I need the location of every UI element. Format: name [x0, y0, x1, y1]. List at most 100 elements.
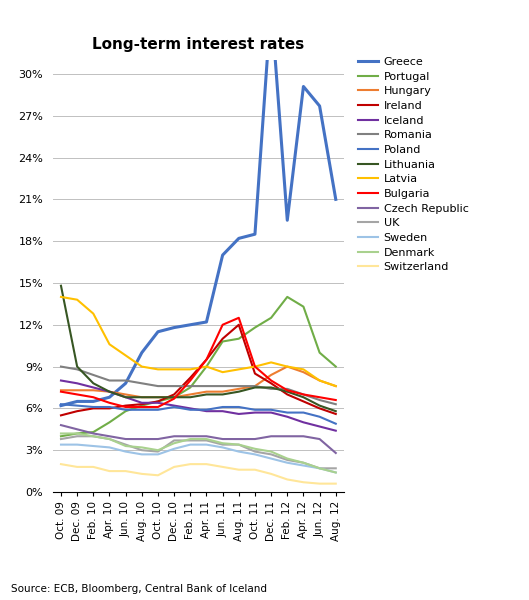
Latvia: [74, 296, 80, 303]
Poland: [123, 406, 129, 413]
Denmark: [300, 459, 307, 466]
Line: Sweden: Sweden: [61, 445, 336, 472]
Lithuania: [74, 363, 80, 370]
Romania: [252, 382, 258, 389]
Romania: [171, 382, 177, 389]
Denmark: [252, 445, 258, 452]
Czech Republic: [220, 436, 226, 443]
Switzerland: [106, 467, 113, 475]
Poland: [220, 403, 226, 410]
Lithuania: [171, 394, 177, 401]
Line: Greece: Greece: [61, 4, 336, 406]
UK: [187, 437, 194, 444]
Line: UK: UK: [61, 436, 336, 469]
Lithuania: [106, 388, 113, 395]
Greece: [235, 235, 242, 242]
Romania: [333, 401, 339, 408]
Lithuania: [187, 394, 194, 401]
Poland: [74, 402, 80, 409]
Iceland: [171, 402, 177, 409]
Bulgaria: [333, 397, 339, 404]
Ireland: [220, 335, 226, 343]
Iceland: [316, 423, 323, 430]
Switzerland: [333, 480, 339, 487]
Sweden: [316, 465, 323, 472]
Greece: [171, 324, 177, 331]
Sweden: [268, 455, 275, 462]
Ireland: [187, 374, 194, 382]
Romania: [106, 377, 113, 384]
Bulgaria: [74, 391, 80, 398]
Ireland: [123, 402, 129, 409]
Line: Lithuania: Lithuania: [61, 286, 336, 411]
Switzerland: [300, 479, 307, 486]
Sweden: [171, 445, 177, 452]
Czech Republic: [268, 433, 275, 440]
Romania: [235, 382, 242, 389]
UK: [106, 436, 113, 443]
Iceland: [268, 409, 275, 416]
Iceland: [123, 394, 129, 401]
Bulgaria: [220, 321, 226, 328]
Romania: [268, 385, 275, 392]
Line: Ireland: Ireland: [61, 325, 336, 415]
Portugal: [316, 349, 323, 356]
UK: [58, 436, 64, 443]
Bulgaria: [155, 403, 161, 410]
Bulgaria: [106, 399, 113, 406]
Switzerland: [220, 463, 226, 470]
Greece: [333, 196, 339, 203]
Hungary: [203, 388, 209, 395]
Ireland: [252, 370, 258, 377]
Ireland: [300, 398, 307, 405]
Czech Republic: [316, 436, 323, 443]
Denmark: [268, 448, 275, 455]
Ireland: [155, 398, 161, 405]
Portugal: [171, 394, 177, 401]
Greece: [220, 251, 226, 259]
Latvia: [139, 363, 145, 370]
Sweden: [203, 441, 209, 448]
Greece: [187, 321, 194, 328]
Sweden: [139, 451, 145, 458]
Hungary: [58, 386, 64, 394]
Hungary: [252, 382, 258, 389]
Latvia: [58, 293, 64, 301]
Czech Republic: [123, 436, 129, 443]
Iceland: [187, 405, 194, 412]
Portugal: [74, 430, 80, 437]
Czech Republic: [171, 433, 177, 440]
Greece: [123, 380, 129, 387]
Romania: [90, 371, 96, 379]
Sweden: [333, 469, 339, 476]
UK: [203, 437, 209, 444]
Lithuania: [139, 394, 145, 401]
Iceland: [203, 407, 209, 415]
Line: Denmark: Denmark: [61, 433, 336, 472]
Greece: [268, 1, 275, 8]
Ireland: [171, 391, 177, 398]
Iceland: [155, 399, 161, 406]
UK: [139, 446, 145, 454]
Line: Iceland: Iceland: [61, 380, 336, 431]
Sweden: [155, 451, 161, 458]
Romania: [155, 382, 161, 389]
Sweden: [106, 444, 113, 451]
Hungary: [284, 363, 290, 370]
Sweden: [235, 448, 242, 455]
Poland: [139, 406, 145, 413]
Sweden: [187, 441, 194, 448]
Czech Republic: [300, 433, 307, 440]
Czech Republic: [203, 433, 209, 440]
Romania: [203, 382, 209, 389]
Switzerland: [203, 461, 209, 468]
Legend: Greece, Portugal, Hungary, Ireland, Iceland, Romania, Poland, Lithuania, Latvia,: Greece, Portugal, Hungary, Ireland, Icel…: [358, 57, 469, 272]
Ireland: [74, 407, 80, 415]
UK: [252, 448, 258, 455]
Portugal: [333, 363, 339, 370]
UK: [235, 441, 242, 448]
UK: [268, 451, 275, 458]
Denmark: [203, 436, 209, 443]
Poland: [171, 403, 177, 410]
Switzerland: [268, 470, 275, 478]
